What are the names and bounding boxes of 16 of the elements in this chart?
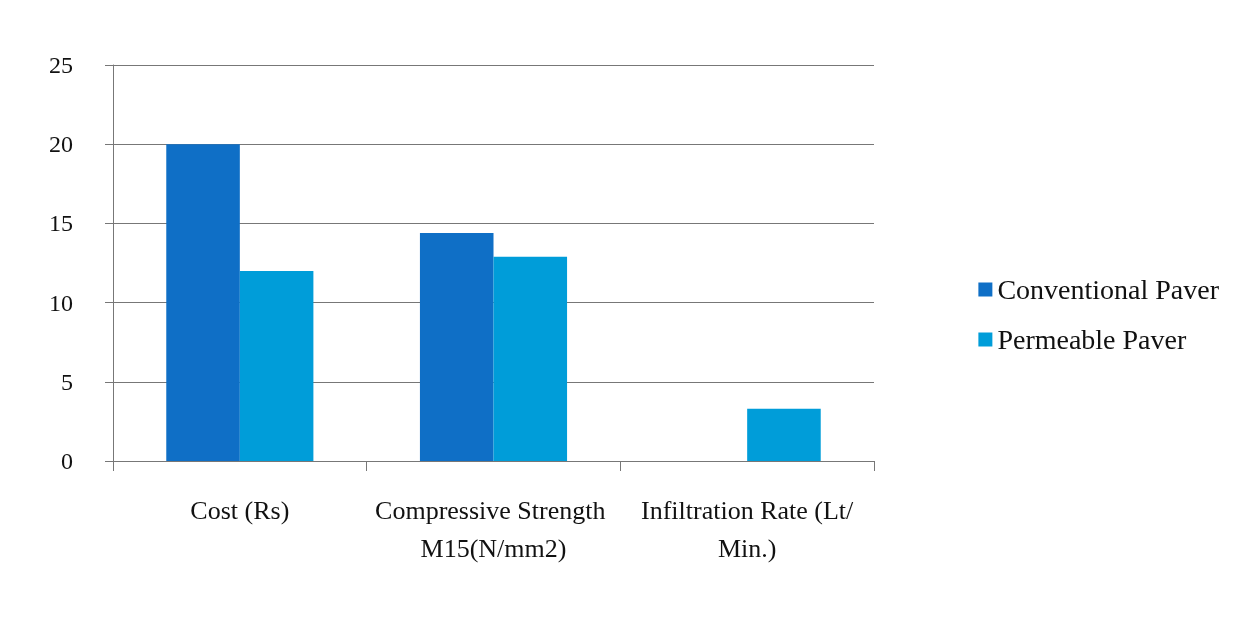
x-tick-label: Compressive Strength M15(N/mm2) (375, 495, 612, 563)
y-tick-label: 25 (49, 52, 73, 78)
y-tick-label: 5 (61, 368, 73, 395)
legend-label: Permeable Paver (997, 324, 1187, 355)
bar (166, 144, 240, 461)
bar (493, 256, 568, 461)
x-tick-label: Infiltration Rate (Lt/Min.) (641, 495, 855, 563)
y-tick-label: 10 (49, 289, 73, 316)
x-tick-label: Cost (Rs) (190, 495, 290, 525)
y-tick-label: 0 (61, 448, 73, 474)
y-tick-label: 20 (49, 131, 73, 158)
bar (419, 232, 494, 461)
y-tick-label: 15 (49, 210, 73, 237)
bar (239, 270, 314, 461)
legend-label: Conventional Paver (997, 274, 1220, 305)
bar (747, 408, 821, 461)
